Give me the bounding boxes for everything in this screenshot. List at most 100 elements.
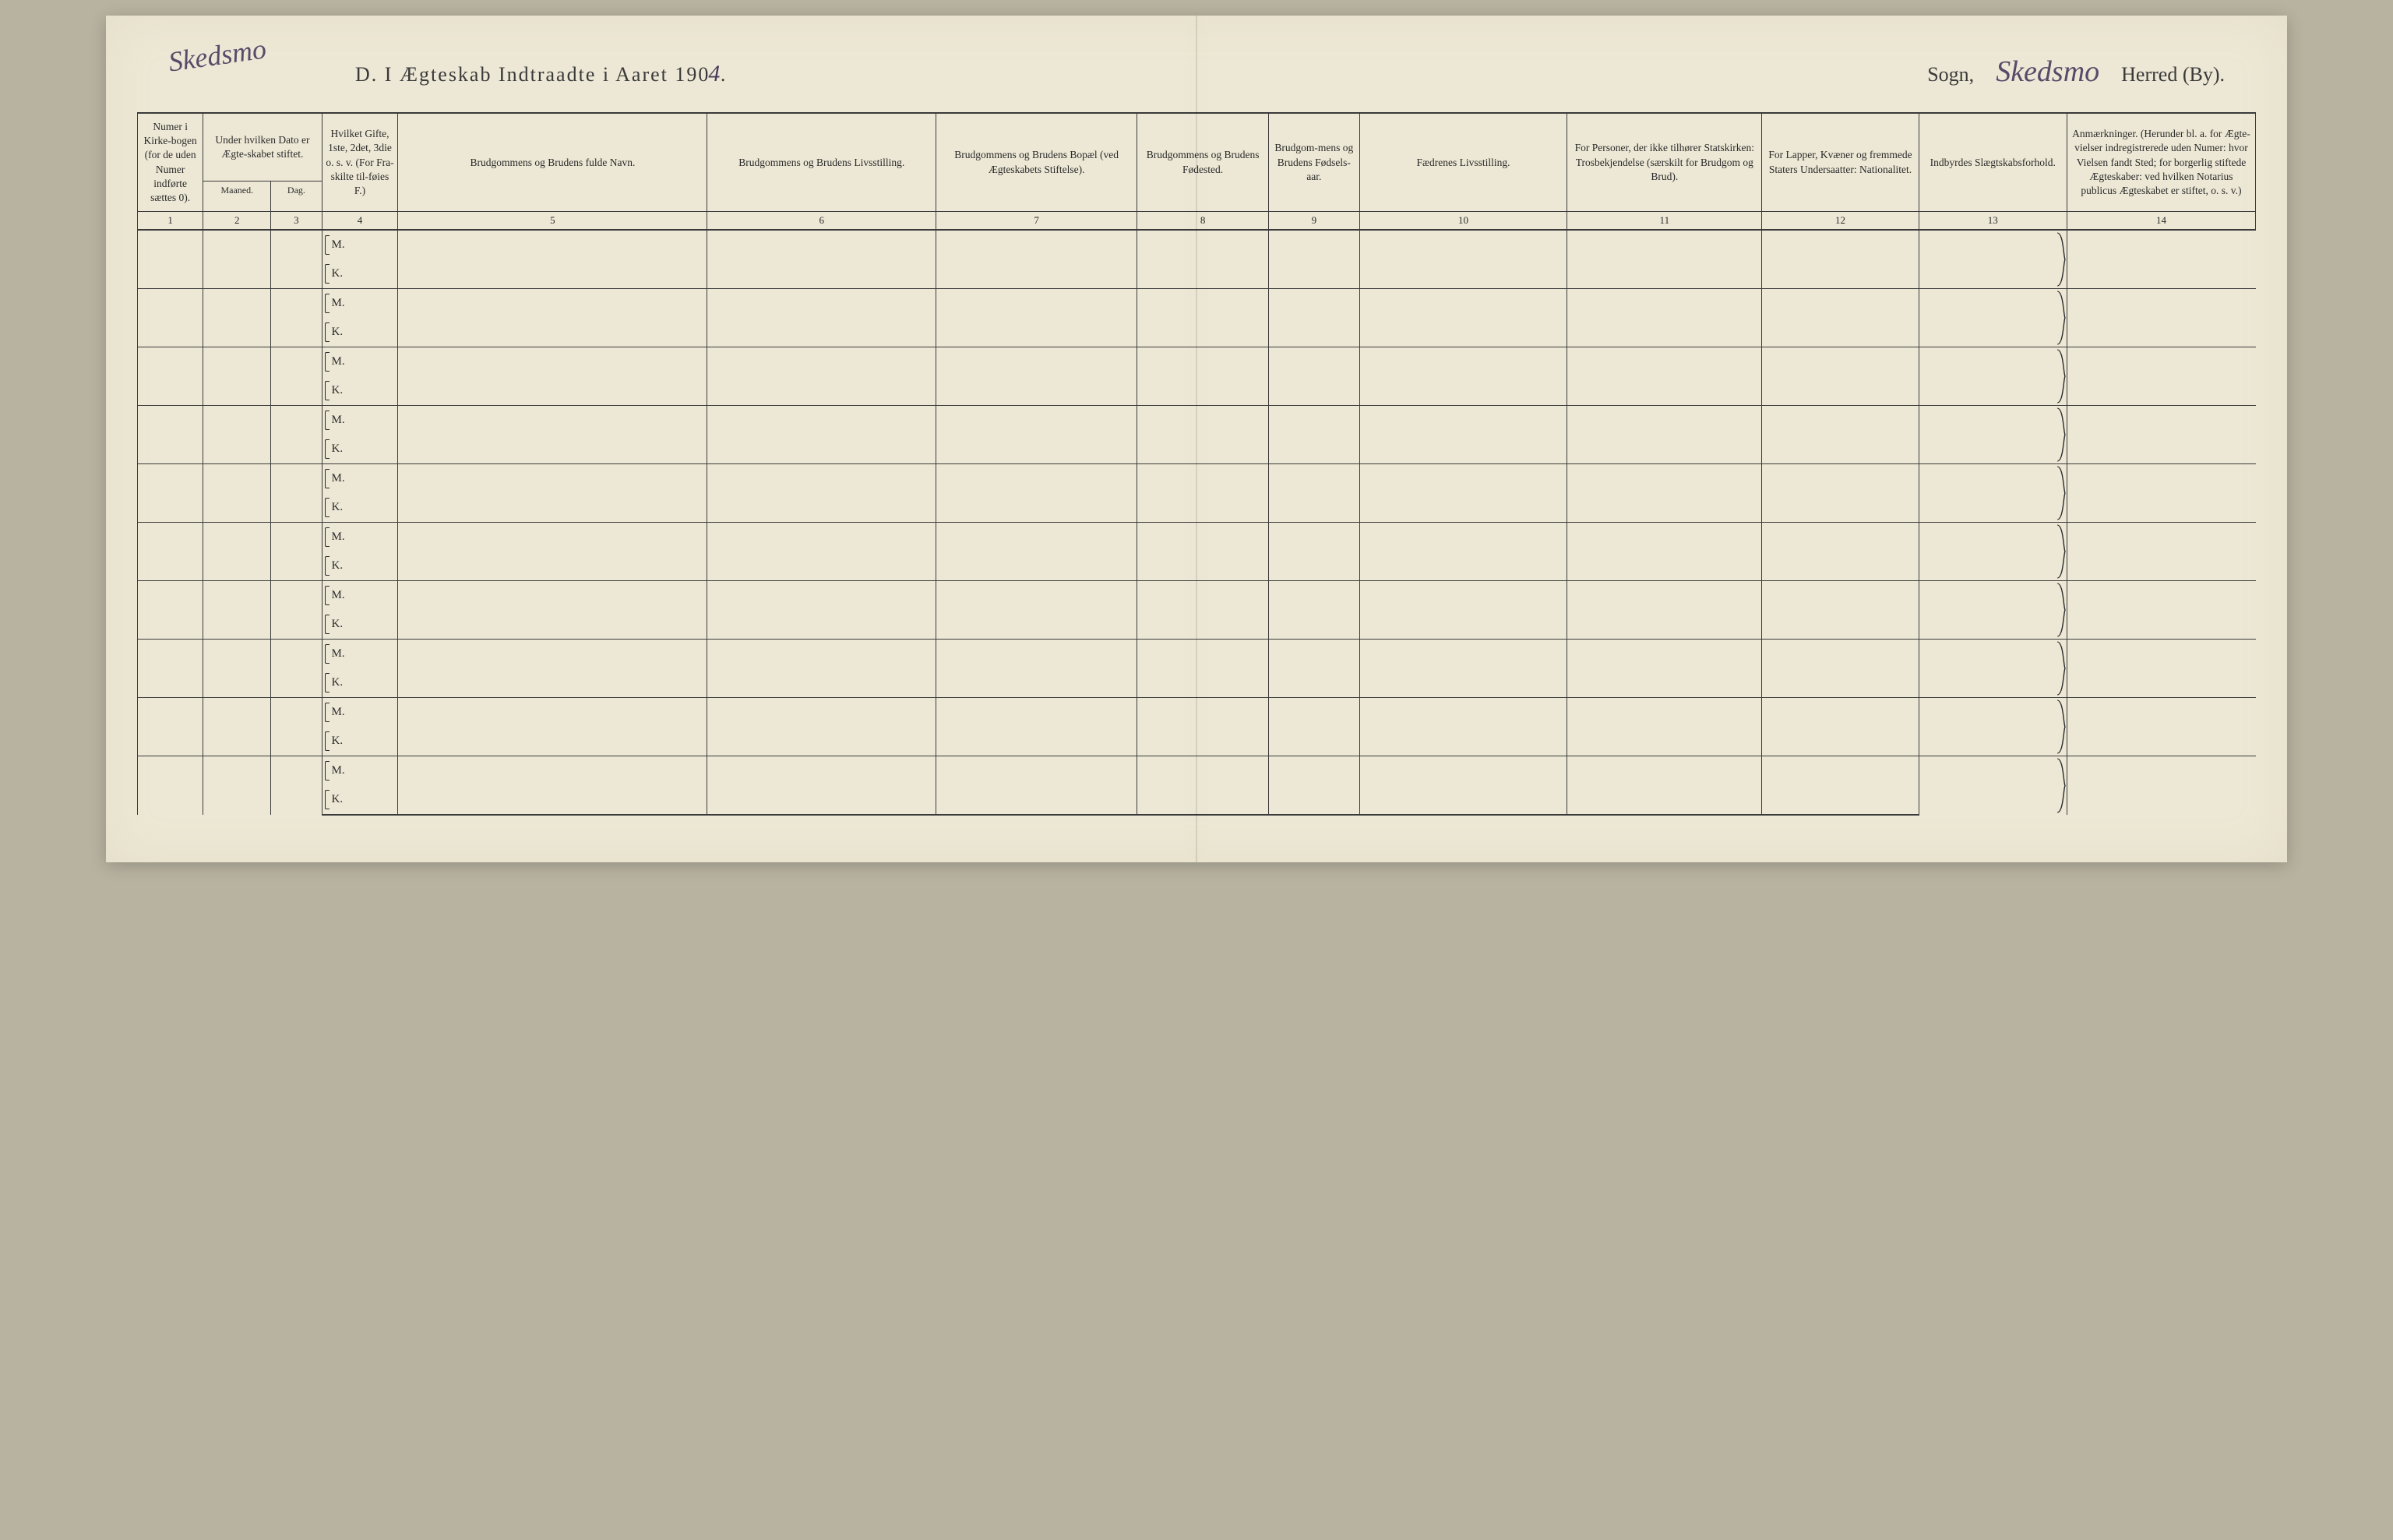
empty-cell xyxy=(1359,464,1567,494)
empty-cell xyxy=(1137,435,1269,464)
brace-cell xyxy=(203,347,271,406)
empty-cell xyxy=(1268,406,1359,435)
empty-cell xyxy=(1762,259,1919,289)
empty-cell xyxy=(1268,464,1359,494)
row-label-k: K. xyxy=(322,435,398,464)
empty-cell xyxy=(1137,756,1269,786)
empty-cell xyxy=(707,493,936,523)
empty-cell xyxy=(398,668,707,698)
empty-cell xyxy=(707,610,936,640)
brace-cell xyxy=(203,230,271,289)
brace-cell xyxy=(271,464,322,523)
table-row: M. xyxy=(138,406,2256,435)
brace-cell xyxy=(138,289,203,347)
empty-cell xyxy=(1359,435,1567,464)
brace-cell xyxy=(138,581,203,640)
empty-cell xyxy=(1137,406,1269,435)
row-label-m: M. xyxy=(322,347,398,377)
brace-cell xyxy=(138,756,203,816)
table-row: M. xyxy=(138,464,2256,494)
column-number: 12 xyxy=(1762,212,1919,231)
column-header: Brudgommens og Brudens Bopæl (ved Ægtesk… xyxy=(936,113,1137,212)
empty-cell xyxy=(1359,347,1567,377)
brace-cell xyxy=(138,698,203,756)
brace-cell xyxy=(2067,406,2255,464)
column-number: 14 xyxy=(2067,212,2255,231)
brace-cell xyxy=(138,523,203,581)
empty-cell xyxy=(1567,376,1762,406)
table-row: M. xyxy=(138,289,2256,319)
brace-cell xyxy=(271,640,322,698)
empty-cell xyxy=(707,640,936,669)
herred-label: Herred (By). xyxy=(2121,63,2225,86)
brace-cell xyxy=(2067,464,2255,523)
empty-cell xyxy=(1567,230,1762,259)
row-label-k: K. xyxy=(322,785,398,815)
empty-cell xyxy=(1137,552,1269,581)
empty-cell xyxy=(398,435,707,464)
empty-cell xyxy=(707,523,936,552)
brace-cell xyxy=(2067,289,2255,347)
brace-cell xyxy=(1919,756,2067,816)
empty-cell xyxy=(1762,406,1919,435)
empty-cell xyxy=(398,376,707,406)
empty-cell xyxy=(1359,785,1567,815)
empty-cell xyxy=(936,493,1137,523)
empty-cell xyxy=(1268,552,1359,581)
column-number: 3 xyxy=(271,212,322,231)
empty-cell xyxy=(707,756,936,786)
brace-cell xyxy=(203,640,271,698)
brace-cell xyxy=(2067,698,2255,756)
empty-cell xyxy=(1762,581,1919,611)
empty-cell xyxy=(398,640,707,669)
empty-cell xyxy=(1268,259,1359,289)
row-label-k: K. xyxy=(322,610,398,640)
empty-cell xyxy=(707,230,936,259)
column-subheader: Maaned. xyxy=(203,181,271,212)
empty-cell xyxy=(707,376,936,406)
row-label-k: K. xyxy=(322,668,398,698)
column-number: 13 xyxy=(1919,212,2067,231)
empty-cell xyxy=(1137,581,1269,611)
empty-cell xyxy=(1567,318,1762,347)
empty-cell xyxy=(707,259,936,289)
column-header: Fædrenes Livsstilling. xyxy=(1359,113,1567,212)
brace-cell xyxy=(1919,640,2067,698)
empty-cell xyxy=(1359,552,1567,581)
empty-cell xyxy=(936,581,1137,611)
empty-cell xyxy=(707,727,936,756)
empty-cell xyxy=(936,406,1137,435)
brace-cell xyxy=(203,581,271,640)
empty-cell xyxy=(398,493,707,523)
column-header: Anmærkninger. (Herunder bl. a. for Ægte-… xyxy=(2067,113,2255,212)
empty-cell xyxy=(398,259,707,289)
column-header: Under hvilken Dato er Ægte-skabet stifte… xyxy=(203,113,322,181)
table-row: M. xyxy=(138,756,2256,786)
empty-cell xyxy=(1359,259,1567,289)
brace-cell xyxy=(1919,406,2067,464)
empty-cell xyxy=(1137,464,1269,494)
empty-cell xyxy=(936,756,1137,786)
brace-cell xyxy=(2067,347,2255,406)
table-row: M. xyxy=(138,640,2256,669)
empty-cell xyxy=(1762,347,1919,377)
column-header: For Personer, der ikke tilhører Statskir… xyxy=(1567,113,1762,212)
empty-cell xyxy=(1268,610,1359,640)
brace-cell xyxy=(203,464,271,523)
empty-cell xyxy=(398,552,707,581)
brace-cell xyxy=(2067,640,2255,698)
empty-cell xyxy=(1137,668,1269,698)
brace-cell xyxy=(1919,347,2067,406)
register-table: Numer i Kirke-bogen (for de uden Numer i… xyxy=(137,112,2256,816)
empty-cell xyxy=(1567,406,1762,435)
empty-cell xyxy=(398,698,707,728)
column-number: 6 xyxy=(707,212,936,231)
empty-cell xyxy=(936,435,1137,464)
heading-year-hand: 4 xyxy=(708,61,721,86)
brace-cell xyxy=(1919,230,2067,289)
brace-cell xyxy=(203,406,271,464)
empty-cell xyxy=(1762,230,1919,259)
empty-cell xyxy=(1359,727,1567,756)
brace-cell xyxy=(1919,698,2067,756)
empty-cell xyxy=(936,230,1137,259)
